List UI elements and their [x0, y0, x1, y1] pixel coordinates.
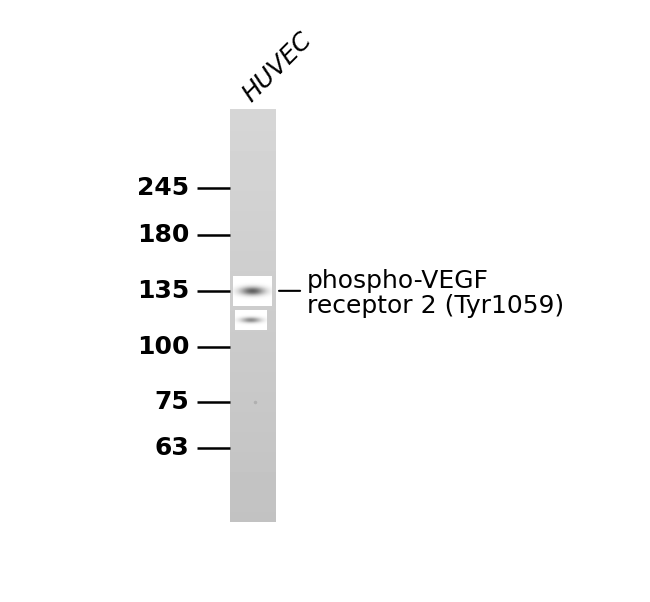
Text: HUVEC: HUVEC	[238, 28, 317, 107]
Text: receptor 2 (Tyr1059): receptor 2 (Tyr1059)	[307, 294, 564, 318]
Text: 180: 180	[137, 223, 190, 247]
Text: phospho-VEGF: phospho-VEGF	[307, 269, 489, 293]
Text: 245: 245	[137, 176, 190, 200]
Text: 100: 100	[137, 335, 190, 359]
Text: 63: 63	[155, 436, 190, 459]
Text: 75: 75	[155, 390, 190, 414]
Text: 135: 135	[137, 279, 190, 303]
